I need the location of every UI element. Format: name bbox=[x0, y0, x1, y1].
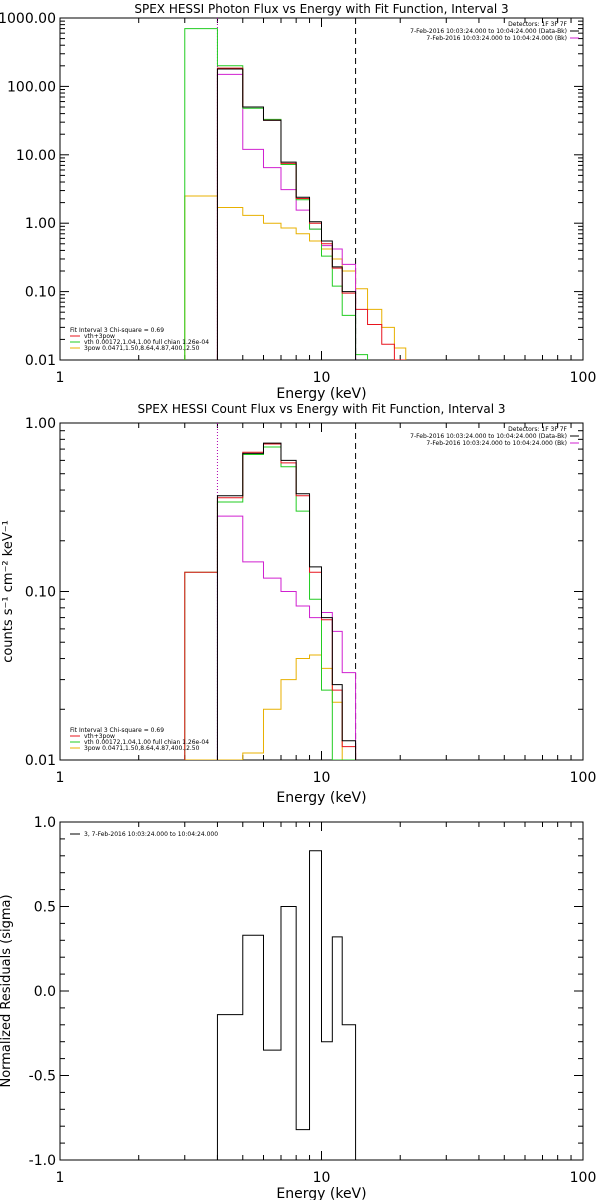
legend-text: 3, 7-Feb-2016 10:03:24.000 to 10:04:24.0… bbox=[84, 831, 218, 838]
series-line-vth-3pow bbox=[184, 443, 357, 760]
header-text: 7-Feb-2016 10:03:24.000 to 10:04:24.000 … bbox=[426, 35, 567, 42]
series-line-bk bbox=[216, 73, 357, 360]
series-line-vth bbox=[184, 28, 369, 360]
x-tick-label: 1 bbox=[56, 1170, 65, 1186]
chart-panel-3: 1 10 100 -1.0 -0.5 0.0 0.5 1.0 Energy (keV) Norma… bbox=[0, 815, 597, 1202]
x-tick-label: 1 bbox=[56, 770, 65, 786]
legend-text: vth 0.00172,1.04,1.00 full chian 1.26e-0… bbox=[84, 339, 209, 346]
series-line-vth-3pow bbox=[216, 67, 406, 360]
y-tick-label: 1.00 bbox=[25, 216, 56, 232]
x-tick-label: 100 bbox=[570, 370, 597, 386]
header-text: Detectors: 1F 3F 7F bbox=[508, 21, 567, 28]
chart-title: SPEX HESSI Count Flux vs Energy with Fit… bbox=[137, 402, 505, 416]
x-tick-label: 10 bbox=[313, 770, 331, 786]
header-text: 7-Feb-2016 10:03:24.000 to 10:04:24.000 … bbox=[426, 440, 567, 447]
x-tick-label: 1 bbox=[56, 370, 65, 386]
y-tick-label: 0.10 bbox=[25, 585, 56, 601]
chart-title: SPEX HESSI Photon Flux vs Energy with Fi… bbox=[134, 2, 508, 16]
series-group bbox=[184, 442, 357, 760]
legend-text: vth+3pow bbox=[84, 733, 115, 740]
y-tick-label: -0.5 bbox=[29, 1069, 56, 1085]
x-axis-label: Energy (keV) bbox=[276, 386, 366, 402]
series-line-vth bbox=[184, 446, 356, 760]
y-tick-label: 1.00 bbox=[25, 416, 56, 432]
header-text: 7-Feb-2016 10:03:24.000 to 10:04:24.000 … bbox=[410, 28, 567, 35]
y-tick-label: 0.0 bbox=[34, 984, 56, 1000]
series-line-3pow bbox=[184, 654, 356, 760]
x-tick-label: 10 bbox=[313, 370, 331, 386]
x-axis-label: Energy (keV) bbox=[276, 1186, 366, 1200]
chart-panel-2: SPEX HESSI Count Flux vs Energy with Fit… bbox=[1, 402, 596, 806]
y-axis-label: Normalized Residuals (sigma) bbox=[0, 894, 14, 1087]
y-axis-label: counts s⁻¹ cm⁻² keV⁻¹ bbox=[1, 520, 16, 663]
y-tick-label: 100.00 bbox=[7, 79, 56, 95]
legend-text: vth 0.00172,1.04,1.00 full chian 1.26e-0… bbox=[84, 739, 209, 746]
series-line-data-bk bbox=[216, 68, 357, 360]
header-text: Detectors: 1F 3F 7F bbox=[508, 426, 567, 433]
chart-panel-1: SPEX HESSI Photon Flux vs Energy with Fi… bbox=[0, 2, 596, 402]
series-line-data-bk bbox=[216, 442, 357, 760]
x-tick-label: 100 bbox=[570, 1170, 597, 1186]
legend-text: vth+3pow bbox=[84, 333, 115, 340]
series-group bbox=[216, 850, 357, 1160]
y-tick-label: 0.10 bbox=[25, 285, 56, 301]
legend-text: 3pow 0.0471,1.50,8.64,4.87,400.,2.50 bbox=[84, 745, 200, 752]
legend-text: Fit Interval 3 Chi-square = 0.69 bbox=[70, 327, 164, 334]
header-text: 7-Feb-2016 10:03:24.000 to 10:04:24.000 … bbox=[410, 433, 567, 440]
x-tick-label: 100 bbox=[570, 770, 597, 786]
y-tick-label: -1.0 bbox=[29, 1153, 56, 1169]
legend-text: Fit Interval 3 Chi-square = 0.69 bbox=[70, 727, 164, 734]
y-tick-label: 10.00 bbox=[16, 148, 56, 164]
legend-text: 3pow 0.0471,1.50,8.64,4.87,400.,2.50 bbox=[84, 345, 200, 352]
y-tick-label: 1.0 bbox=[34, 815, 56, 831]
series-line-3 bbox=[216, 850, 357, 1160]
series-line-bk bbox=[216, 515, 357, 760]
x-tick-label: 10 bbox=[313, 1170, 331, 1186]
y-tick-label: 0.01 bbox=[25, 753, 56, 769]
x-axis-label: Energy (keV) bbox=[276, 790, 366, 806]
y-tick-label: 0.5 bbox=[34, 900, 56, 916]
series-group bbox=[184, 28, 407, 360]
y-tick-label: 1000.00 bbox=[0, 11, 56, 27]
y-tick-label: 0.01 bbox=[25, 353, 56, 369]
plot-frame bbox=[59, 17, 584, 361]
